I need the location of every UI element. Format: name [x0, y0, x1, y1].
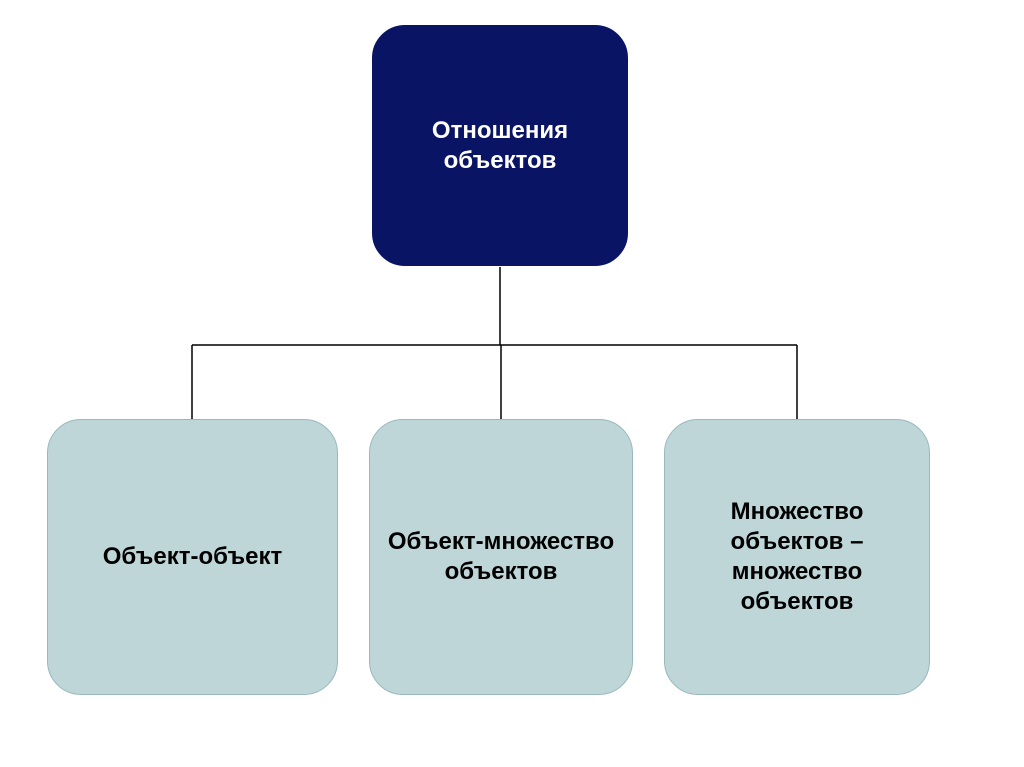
child-node-3-label: Множество объектов – множество объектов: [675, 497, 919, 617]
child-node-1-label: Объект-объект: [103, 542, 283, 572]
root-node: Отношения объектов: [371, 24, 629, 267]
child-node-2-label: Объект-множество объектов: [380, 527, 622, 587]
child-node-2: Объект-множество объектов: [369, 419, 633, 695]
child-node-1: Объект-объект: [47, 419, 338, 695]
child-node-3: Множество объектов – множество объектов: [664, 419, 930, 695]
hierarchy-diagram: Отношения объектов Объект-объект Объект-…: [0, 0, 1024, 767]
root-node-label: Отношения объектов: [382, 116, 618, 176]
